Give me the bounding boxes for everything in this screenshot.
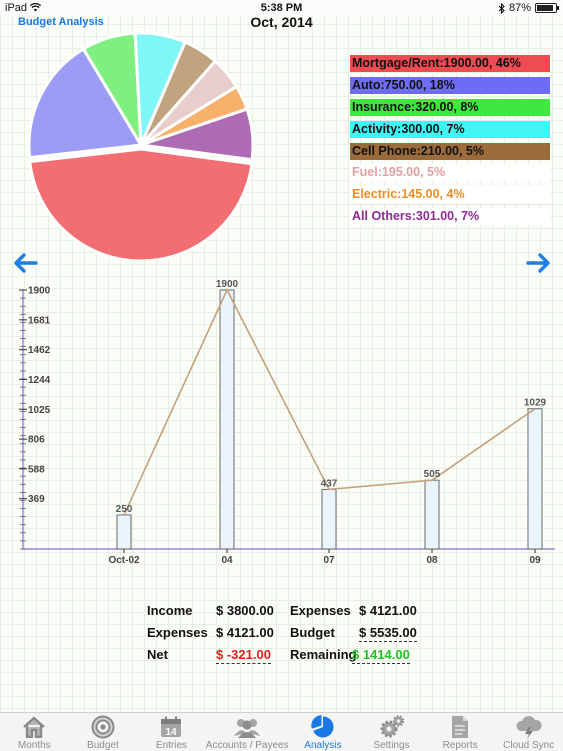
x-tick-label: 07 <box>323 555 335 566</box>
bar <box>116 514 132 550</box>
bar <box>219 289 235 550</box>
y-tick-label: 369 <box>28 494 45 505</box>
pie-slice <box>27 46 144 160</box>
budget-analysis-label: Budget Analysis <box>18 16 104 28</box>
tab-label: Accounts / Payees <box>205 740 289 751</box>
calendar-icon-text: 14 <box>166 727 178 738</box>
tab-bar: Months Budget 14 Entries <box>0 712 563 751</box>
x-tick-label: 09 <box>529 555 541 566</box>
tab-settings[interactable]: Settings <box>357 713 426 751</box>
legend-item: Activity:300.00, 7% <box>350 120 550 138</box>
budget-value: $ 5535.00 <box>359 625 417 642</box>
income-value: $ 3800.00 <box>216 603 274 618</box>
device-label: iPad <box>5 2 28 14</box>
tab-label: Budget <box>87 740 119 751</box>
y-tick-label: 1244 <box>28 375 51 386</box>
x-tick-label: 04 <box>221 555 233 566</box>
tab-label: Cloud Sync <box>503 740 555 751</box>
x-tick-label: 08 <box>426 555 438 566</box>
battery-percent: 87% <box>508 2 531 14</box>
legend-item: Insurance:320.00, 8% <box>350 98 550 116</box>
tab-label: Settings <box>373 740 410 751</box>
tab-reports[interactable]: Reports <box>426 713 495 751</box>
people-icon <box>234 719 261 738</box>
tab-cloud-sync[interactable]: Cloud Sync <box>494 713 563 751</box>
page-title: Oct, 2014 <box>250 14 313 30</box>
legend-item: Cell Phone:210.00, 5% <box>350 142 550 160</box>
bar-value-label: 1900 <box>216 279 239 290</box>
expenses-label-right: Expenses <box>290 603 351 618</box>
tab-months[interactable]: Months <box>0 713 69 751</box>
pie-legend: Mortgage/Rent:1900.00, 46% Auto:750.00, 1… <box>350 55 550 230</box>
target-icon <box>91 715 115 739</box>
legend-item: All Others:301.00, 7% <box>350 208 550 226</box>
pie-slice <box>140 107 255 162</box>
wifi-icon <box>29 3 42 12</box>
status-right: 87% <box>498 2 559 14</box>
tab-analysis[interactable]: Analysis <box>289 713 358 751</box>
tab-label: Entries <box>155 740 188 751</box>
bar <box>321 488 337 550</box>
pie-chart-icon <box>311 715 334 738</box>
arrow-right-icon[interactable] <box>526 252 552 274</box>
bar-value-label: 250 <box>116 504 133 515</box>
status-left: iPad <box>5 2 42 14</box>
battery-icon <box>535 3 559 13</box>
remaining-label: Remaining <box>290 647 357 662</box>
bar-value-label: 437 <box>321 478 338 489</box>
bluetooth-icon <box>498 2 505 14</box>
bar-value-label: 505 <box>424 469 441 480</box>
status-bar: iPad 5:38 PM 87% <box>0 0 563 16</box>
x-tick-label: Oct-02 <box>108 555 140 566</box>
expenses-value-right: $ 4121.00 <box>359 603 417 618</box>
budget-label: Budget <box>290 625 335 640</box>
y-tick-label: 1462 <box>28 345 51 356</box>
tab-accounts-payees[interactable]: Accounts / Payees <box>206 713 289 751</box>
tab-label: Reports <box>442 740 478 751</box>
net-label: Net <box>147 647 168 662</box>
bar-value-label: 1029 <box>524 398 547 409</box>
bar-chart: 369 588 806 1025 1244 1462 1681 1900 250 1900 437 5… <box>19 279 555 566</box>
legend-item: Auto:750.00, 18% <box>350 76 550 94</box>
arrow-left-icon[interactable] <box>12 252 38 274</box>
y-tick-label: 1900 <box>28 286 51 297</box>
y-tick-label: 1681 <box>28 315 51 326</box>
tab-budget[interactable]: Budget <box>69 713 138 751</box>
tab-label: Months <box>17 740 51 751</box>
legend-item: Mortgage/Rent:1900.00, 46% <box>350 55 550 72</box>
y-tick-label: 588 <box>28 464 45 475</box>
y-tick-label: 1025 <box>28 405 51 416</box>
cloud-lightning-icon <box>516 716 542 739</box>
tab-entries[interactable]: 14 Entries <box>137 713 206 751</box>
house-icon <box>23 716 46 738</box>
tab-label: Analysis <box>304 740 342 751</box>
legend-item: Electric:145.00, 4% <box>350 186 550 204</box>
expenses-label-left: Expenses <box>147 625 208 640</box>
income-label: Income <box>147 603 193 618</box>
bar <box>527 408 543 550</box>
legend-item: Fuel:195.00, 5% <box>350 164 550 182</box>
y-tick-label: 806 <box>28 435 45 446</box>
remaining-value: $ 1414.00 <box>352 647 410 664</box>
document-icon <box>452 716 469 738</box>
gears-icon <box>380 715 404 738</box>
bar <box>424 479 440 550</box>
expenses-value-left: $ 4121.00 <box>216 625 274 640</box>
net-value: $ -321.00 <box>216 647 271 664</box>
status-time: 5:38 PM <box>260 2 303 14</box>
pie-slice <box>28 147 254 260</box>
pie-chart <box>27 31 255 260</box>
calendar-icon: 14 <box>161 716 182 738</box>
trend-line <box>123 288 536 516</box>
